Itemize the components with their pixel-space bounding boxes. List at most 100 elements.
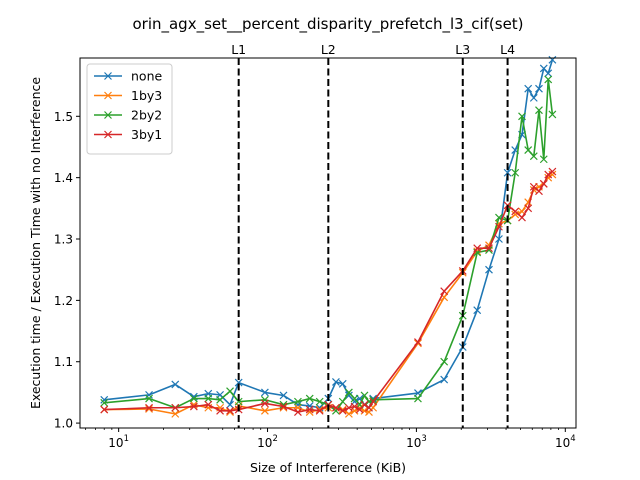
data-point-3by1 — [539, 179, 548, 188]
x-tick-label: 103 — [406, 434, 427, 450]
data-point-2by2 — [344, 388, 353, 397]
data-point-none — [503, 168, 512, 177]
data-point-2by2 — [234, 397, 243, 406]
data-point-2by2 — [414, 394, 422, 403]
legend-swatch-marker — [104, 130, 112, 139]
data-point-3by1 — [332, 403, 340, 412]
cache-level-lines: L1 L2 L3 L4 — [231, 42, 515, 428]
x-tick-base: 10 — [108, 436, 123, 450]
data-point-3by1 — [279, 402, 288, 411]
data-point-1by3 — [360, 406, 369, 415]
series-2by2 — [100, 75, 557, 415]
data-point-2by2 — [529, 152, 538, 161]
data-point-3by1 — [338, 406, 347, 415]
data-point-3by1 — [518, 213, 526, 222]
y-tick-label: 1.2 — [54, 294, 73, 308]
legend-label: 2by2 — [131, 108, 162, 123]
data-point-2by2 — [544, 75, 553, 84]
data-point-3by1 — [189, 402, 198, 411]
data-point-3by1 — [260, 399, 269, 408]
y-tick-label: 1.5 — [54, 110, 73, 124]
legend-label: none — [131, 69, 162, 84]
data-point-2by2 — [350, 394, 359, 403]
data-point-2by2 — [305, 394, 314, 403]
y-tick-label: 1.0 — [54, 417, 73, 431]
data-point-2by2 — [338, 397, 347, 406]
data-point-none — [226, 400, 234, 409]
data-point-none — [338, 379, 347, 388]
x-axis-label: Size of Interference (KiB) — [250, 460, 406, 475]
x-tick-label: 104 — [555, 434, 576, 450]
chart-title: orin_agx_set__percent_disparity_prefetch… — [132, 15, 523, 34]
legend-swatch-marker — [104, 91, 112, 100]
data-point-none — [145, 390, 153, 399]
data-point-2by2 — [518, 112, 526, 121]
data-point-2by2 — [189, 394, 198, 403]
legend: none 1by3 2by2 3by1 — [86, 63, 173, 155]
cache-line-label: L1 — [231, 42, 246, 57]
x-tick-exponent: 2 — [272, 434, 277, 444]
data-point-1by3 — [344, 409, 353, 418]
data-point-3by1 — [511, 207, 520, 216]
data-point-3by1 — [473, 244, 482, 253]
data-point-none — [305, 401, 314, 410]
data-point-3by1 — [440, 287, 449, 296]
x-tick-base: 10 — [555, 436, 570, 450]
data-point-2by2 — [535, 106, 543, 115]
data-point-none — [544, 69, 553, 78]
data-point-none — [332, 378, 340, 386]
cache-line-label: L4 — [500, 42, 515, 57]
data-point-1by3 — [315, 405, 324, 414]
data-point-none — [535, 84, 543, 93]
x-tick-exponent: 4 — [570, 434, 575, 444]
data-point-none — [440, 375, 449, 384]
data-point-3by1 — [315, 406, 324, 415]
x-tick-base: 10 — [257, 436, 272, 450]
data-point-3by1 — [350, 402, 359, 411]
data-point-3by1 — [495, 222, 503, 231]
data-point-2by2 — [511, 168, 520, 177]
data-point-none — [473, 306, 482, 315]
plot-area — [100, 55, 557, 418]
data-point-none — [234, 378, 243, 387]
data-point-none — [260, 388, 269, 397]
data-point-2by2 — [100, 398, 109, 407]
data-point-3by1 — [305, 405, 314, 414]
cache-line-label: L2 — [321, 42, 336, 57]
x-tick-label: 101 — [108, 434, 129, 450]
legend-box — [86, 63, 173, 155]
data-point-2by2 — [548, 110, 557, 119]
data-point-none — [485, 265, 493, 274]
data-point-3by1 — [529, 182, 538, 191]
series-3by1 — [100, 167, 557, 416]
data-point-3by1 — [204, 400, 213, 409]
cache-line-label: L3 — [455, 42, 470, 57]
legend-label: 1by3 — [131, 88, 162, 103]
data-point-2by2 — [204, 394, 213, 403]
data-point-none — [171, 380, 180, 389]
data-point-2by2 — [315, 397, 324, 406]
data-point-2by2 — [360, 391, 369, 400]
data-point-3by1 — [171, 403, 180, 412]
data-point-1by3 — [260, 406, 269, 415]
data-point-3by1 — [360, 400, 369, 409]
data-point-3by1 — [535, 187, 543, 196]
data-point-3by1 — [226, 406, 234, 415]
data-point-1by3 — [171, 409, 180, 418]
data-point-3by1 — [485, 244, 493, 253]
data-point-3by1 — [294, 408, 302, 416]
legend-swatch-marker — [104, 72, 112, 80]
data-point-none — [279, 391, 288, 400]
data-point-3by1 — [524, 204, 533, 213]
data-point-none — [529, 93, 538, 102]
data-point-3by1 — [544, 170, 553, 179]
y-axis-label: Execution time / Execution Time with no … — [28, 77, 43, 409]
data-point-3by1 — [216, 406, 225, 415]
data-point-2by2 — [440, 357, 449, 366]
data-point-2by2 — [294, 397, 302, 406]
y-tick-label: 1.1 — [54, 355, 73, 369]
x-tick-base: 10 — [406, 436, 421, 450]
data-point-3by1 — [145, 403, 153, 412]
